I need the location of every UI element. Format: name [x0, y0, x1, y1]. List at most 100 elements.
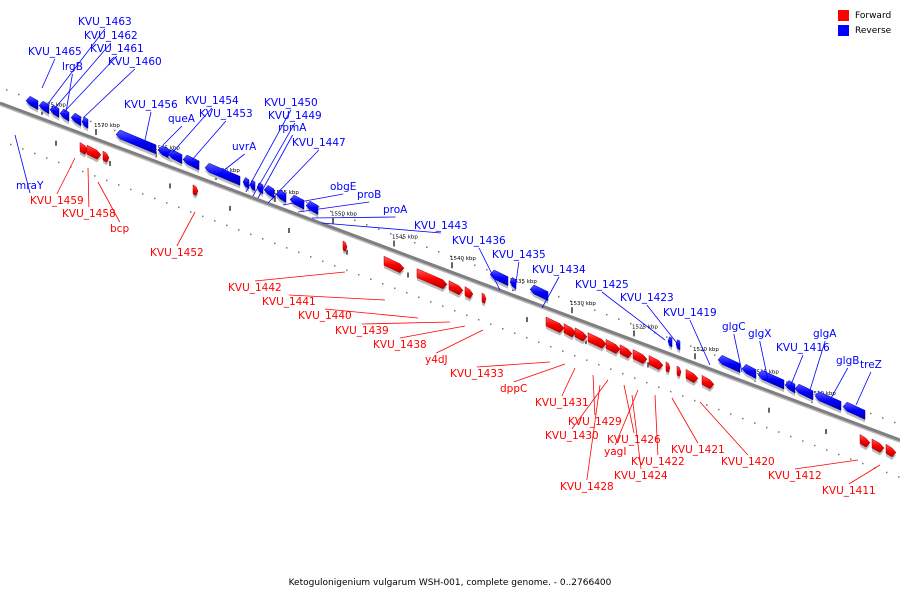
reverse-gene-block[interactable] — [182, 154, 200, 171]
reverse-gene-block[interactable] — [25, 95, 39, 111]
gene-label[interactable]: KVU_1450 — [264, 97, 318, 109]
reverse-gene-block[interactable] — [489, 269, 509, 287]
gene-label[interactable]: KVU_1454 — [185, 95, 239, 107]
gene-label[interactable]: treZ — [860, 359, 882, 371]
gene-label[interactable]: KVU_1430 — [545, 430, 599, 442]
forward-gene-block[interactable] — [574, 327, 588, 342]
gene-label[interactable]: KVU_1426 — [607, 434, 661, 446]
gene-label[interactable]: KVU_1449 — [268, 110, 322, 122]
forward-gene-block[interactable] — [676, 365, 682, 377]
forward-gene-block[interactable] — [464, 286, 474, 299]
forward-gene-block[interactable] — [605, 338, 621, 354]
gene-label[interactable]: proA — [383, 204, 408, 216]
gene-label[interactable]: KVU_1462 — [84, 30, 138, 42]
gene-label[interactable]: mraY — [16, 180, 44, 192]
gene-label[interactable]: y4dJ — [425, 354, 448, 366]
reverse-gene-block[interactable] — [794, 383, 814, 401]
gene-label[interactable]: KVU_1442 — [228, 282, 282, 294]
gene-label[interactable]: KVU_1440 — [298, 310, 352, 322]
gene-label[interactable]: KVU_1434 — [532, 264, 586, 276]
forward-gene-block[interactable] — [79, 142, 89, 155]
reverse-gene-block[interactable] — [814, 391, 842, 411]
forward-gene-block[interactable] — [102, 150, 110, 163]
reverse-gene-block[interactable] — [741, 364, 757, 379]
gene-label[interactable]: KVU_1419 — [663, 307, 717, 319]
reverse-gene-block[interactable] — [305, 200, 319, 216]
gene-label[interactable]: KVU_1422 — [631, 456, 685, 468]
gene-label[interactable]: KVU_1452 — [150, 247, 204, 259]
gene-label[interactable]: KVU_1459 — [30, 195, 84, 207]
forward-gene-block[interactable] — [545, 316, 565, 333]
gene-label[interactable]: KVU_1411 — [822, 485, 876, 497]
gene-label[interactable]: glgB — [836, 355, 859, 367]
reverse-gene-block[interactable] — [115, 129, 157, 155]
reverse-gene-block[interactable] — [249, 179, 256, 192]
gene-label[interactable]: glgC — [722, 321, 746, 333]
forward-gene-block[interactable] — [871, 438, 885, 453]
gene-label[interactable]: proB — [357, 189, 381, 201]
forward-gene-block[interactable] — [383, 255, 405, 274]
gene-label[interactable]: KVU_1423 — [620, 292, 674, 304]
gene-label[interactable]: rpmA — [278, 122, 307, 134]
gene-label[interactable]: KVU_1424 — [614, 470, 668, 482]
gene-label[interactable]: KVU_1465 — [28, 46, 82, 58]
reverse-gene-block[interactable] — [509, 277, 517, 290]
gene-label[interactable]: KVU_1435 — [492, 249, 546, 261]
reverse-gene-block[interactable] — [529, 284, 549, 302]
forward-gene-block[interactable] — [448, 280, 464, 296]
forward-gene-block[interactable] — [619, 344, 633, 359]
gene-label[interactable]: KVU_1429 — [568, 416, 622, 428]
gene-label[interactable]: bcp — [110, 223, 129, 235]
reverse-gene-block[interactable] — [242, 177, 250, 190]
reverse-gene-block[interactable] — [59, 108, 70, 122]
gene-label[interactable]: uvrA — [232, 141, 257, 153]
reverse-gene-block[interactable] — [204, 162, 241, 186]
gene-label[interactable]: KVU_1463 — [78, 16, 132, 28]
forward-gene-block[interactable] — [192, 184, 199, 197]
gene-label[interactable]: dppC — [500, 383, 527, 395]
forward-gene-block[interactable] — [342, 240, 348, 252]
gene-label[interactable]: KVU_1447 — [292, 137, 346, 149]
forward-gene-block[interactable] — [563, 323, 577, 338]
forward-gene-block[interactable] — [416, 268, 448, 290]
gene-label[interactable]: KVU_1412 — [768, 470, 822, 482]
forward-gene-block[interactable] — [859, 434, 871, 448]
gene-label[interactable]: KVU_1456 — [124, 99, 178, 111]
gene-label[interactable]: KVU_1441 — [262, 296, 316, 308]
gene-label[interactable]: KVU_1458 — [62, 208, 116, 220]
gene-label[interactable]: KVU_1438 — [373, 339, 427, 351]
reverse-gene-block[interactable] — [49, 104, 60, 119]
gene-label[interactable]: KVU_1416 — [776, 342, 830, 354]
reverse-gene-block[interactable] — [842, 401, 866, 420]
forward-gene-block[interactable] — [481, 292, 487, 304]
forward-gene-block[interactable] — [685, 368, 699, 384]
gene-label[interactable]: obgE — [330, 181, 356, 193]
gene-label[interactable]: KVU_1420 — [721, 456, 775, 468]
forward-gene-block[interactable] — [632, 349, 648, 365]
gene-label[interactable]: KVU_1436 — [452, 235, 506, 247]
gene-label[interactable]: KVU_1421 — [671, 444, 725, 456]
forward-gene-block[interactable] — [587, 332, 607, 349]
gene-label[interactable]: KVU_1460 — [108, 56, 162, 68]
gene-label[interactable]: queA — [168, 113, 196, 125]
gene-label[interactable]: KVU_1461 — [90, 43, 144, 55]
gene-label[interactable]: KVU_1439 — [335, 325, 389, 337]
forward-gene-block[interactable] — [701, 374, 715, 390]
reverse-gene-block[interactable] — [717, 355, 741, 373]
reverse-gene-block[interactable] — [38, 100, 50, 115]
gene-label[interactable]: KVU_1425 — [575, 279, 629, 291]
gene-label[interactable]: KVU_1431 — [535, 397, 589, 409]
forward-gene-block[interactable] — [665, 361, 671, 373]
reverse-gene-block[interactable] — [275, 189, 287, 204]
gene-label[interactable]: lrgB — [62, 61, 83, 73]
gene-label[interactable]: glgX — [748, 328, 771, 340]
reverse-gene-block[interactable] — [81, 116, 89, 129]
forward-gene-block[interactable] — [648, 355, 664, 371]
reverse-gene-block[interactable] — [167, 149, 183, 165]
gene-label[interactable]: KVU_1433 — [450, 368, 504, 380]
gene-label[interactable]: yagI — [604, 446, 626, 458]
forward-gene-block[interactable] — [86, 144, 102, 160]
gene-label[interactable]: glgA — [813, 328, 837, 340]
forward-gene-block[interactable] — [885, 443, 897, 458]
reverse-gene-block[interactable] — [70, 112, 82, 127]
